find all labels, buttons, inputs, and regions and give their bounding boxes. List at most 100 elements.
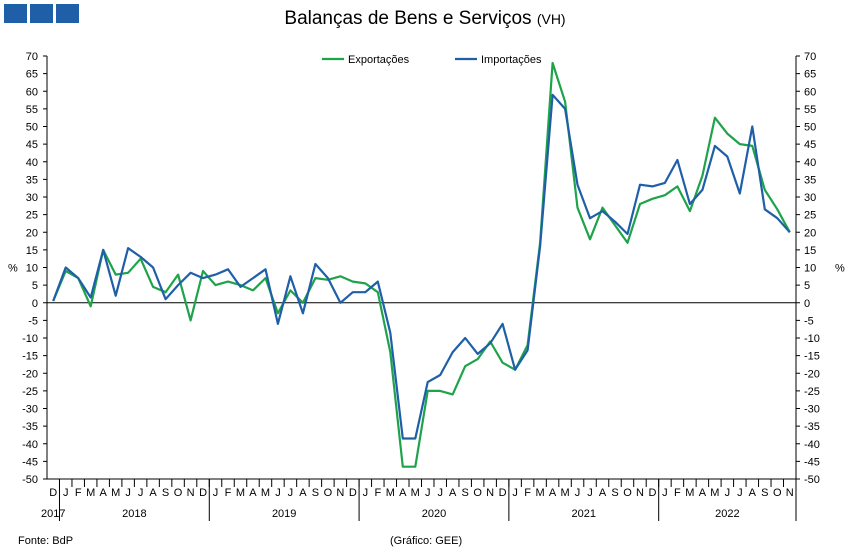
month-tick-label: D — [49, 487, 57, 499]
month-tick-label: D — [499, 487, 507, 499]
right-y-tick-label: 25 — [804, 210, 816, 222]
month-tick-label: J — [737, 487, 743, 499]
left-y-tick-label: 5 — [32, 280, 38, 292]
right-y-tick-label: -45 — [804, 456, 820, 468]
year-label: 2021 — [572, 508, 596, 520]
left-y-tick-label: -10 — [22, 333, 38, 345]
month-tick-label: J — [288, 487, 294, 499]
legend-label: Importações — [481, 54, 542, 66]
right-y-tick-label: 45 — [804, 139, 816, 151]
right-y-tick-label: 55 — [804, 104, 816, 116]
left-y-tick-label: 0 — [32, 298, 38, 310]
month-tick-label: F — [75, 487, 82, 499]
right-y-tick-label: 5 — [804, 280, 810, 292]
month-tick-label: N — [636, 487, 644, 499]
left-y-tick-label: -30 — [22, 404, 38, 416]
month-tick-label: M — [86, 487, 95, 499]
left-y-tick-label: 45 — [26, 139, 38, 151]
left-y-tick-label: -50 — [22, 474, 38, 486]
y-axis-label-right: % — [835, 263, 845, 275]
month-tick-label: M — [111, 487, 120, 499]
left-y-tick-label: 40 — [26, 157, 38, 169]
left-y-tick-label: 10 — [26, 263, 38, 275]
right-y-tick-label: 35 — [804, 174, 816, 186]
year-label: 2019 — [272, 508, 296, 520]
logo-block — [56, 4, 79, 23]
month-tick-label: S — [312, 487, 319, 499]
right-y-tick-label: -25 — [804, 386, 820, 398]
left-y-tick-label: 70 — [26, 51, 38, 63]
month-tick-label: N — [187, 487, 195, 499]
left-y-tick-label: 20 — [26, 227, 38, 239]
month-tick-label: J — [512, 487, 518, 499]
right-y-tick-label: 20 — [804, 227, 816, 239]
month-tick-label: F — [374, 487, 381, 499]
right-y-tick-label: -50 — [804, 474, 820, 486]
month-tick-label: A — [599, 487, 607, 499]
right-y-tick-label: -15 — [804, 351, 820, 363]
right-y-tick-label: -10 — [804, 333, 820, 345]
left-y-tick-label: -15 — [22, 351, 38, 363]
year-label: 2018 — [122, 508, 146, 520]
right-y-tick-label: 15 — [804, 245, 816, 257]
credit-note: (Gráfico: GEE) — [390, 535, 463, 547]
month-tick-label: N — [786, 487, 794, 499]
right-y-tick-label: 0 — [804, 298, 810, 310]
month-tick-label: J — [63, 487, 69, 499]
right-y-tick-label: -20 — [804, 368, 820, 380]
month-tick-label: S — [611, 487, 618, 499]
month-tick-label: M — [685, 487, 694, 499]
month-tick-label: M — [261, 487, 270, 499]
month-tick-label: J — [213, 487, 219, 499]
month-tick-label: N — [336, 487, 344, 499]
right-y-tick-label: 60 — [804, 86, 816, 98]
left-y-tick-label: 50 — [26, 122, 38, 134]
right-y-tick-label: 65 — [804, 69, 816, 81]
left-y-tick-label: 15 — [26, 245, 38, 257]
month-tick-label: F — [674, 487, 681, 499]
logo-block — [4, 4, 27, 23]
month-tick-label: A — [100, 487, 108, 499]
right-y-tick-label: 70 — [804, 51, 816, 63]
right-y-tick-label: -40 — [804, 439, 820, 451]
month-tick-label: M — [710, 487, 719, 499]
month-tick-label: J — [425, 487, 431, 499]
month-tick-label: M — [560, 487, 569, 499]
left-y-tick-label: -45 — [22, 456, 38, 468]
month-tick-label: O — [174, 487, 183, 499]
left-y-tick-label: -20 — [22, 368, 38, 380]
left-y-tick-label: -25 — [22, 386, 38, 398]
year-label: 2020 — [422, 508, 446, 520]
right-y-tick-label: 50 — [804, 122, 816, 134]
month-tick-label: J — [363, 487, 369, 499]
month-tick-label: J — [587, 487, 593, 499]
month-tick-label: N — [486, 487, 494, 499]
month-tick-label: F — [524, 487, 531, 499]
logo-block — [30, 4, 53, 23]
month-tick-label: S — [162, 487, 169, 499]
month-tick-label: S — [761, 487, 768, 499]
month-tick-label: A — [449, 487, 457, 499]
month-tick-label: M — [411, 487, 420, 499]
legend-label: Exportações — [348, 54, 410, 66]
month-tick-label: J — [275, 487, 281, 499]
year-label: 2022 — [715, 508, 739, 520]
series-line — [52, 93, 791, 440]
month-tick-label: A — [149, 487, 157, 499]
month-tick-label: S — [462, 487, 469, 499]
month-tick-label: A — [299, 487, 307, 499]
left-y-tick-label: 30 — [26, 192, 38, 204]
chart-subtitle: (VH) — [536, 11, 566, 27]
month-tick-label: O — [623, 487, 632, 499]
month-tick-label: D — [648, 487, 656, 499]
right-y-tick-label: -35 — [804, 421, 820, 433]
brand-logo — [4, 4, 79, 23]
month-tick-label: D — [349, 487, 357, 499]
year-label: 2017 — [41, 508, 65, 520]
month-tick-label: A — [249, 487, 257, 499]
month-tick-label: J — [125, 487, 131, 499]
left-y-tick-label: 25 — [26, 210, 38, 222]
month-tick-label: J — [725, 487, 731, 499]
chart-title-wrap: Balanças de Bens e Serviços (VH) — [0, 8, 850, 30]
